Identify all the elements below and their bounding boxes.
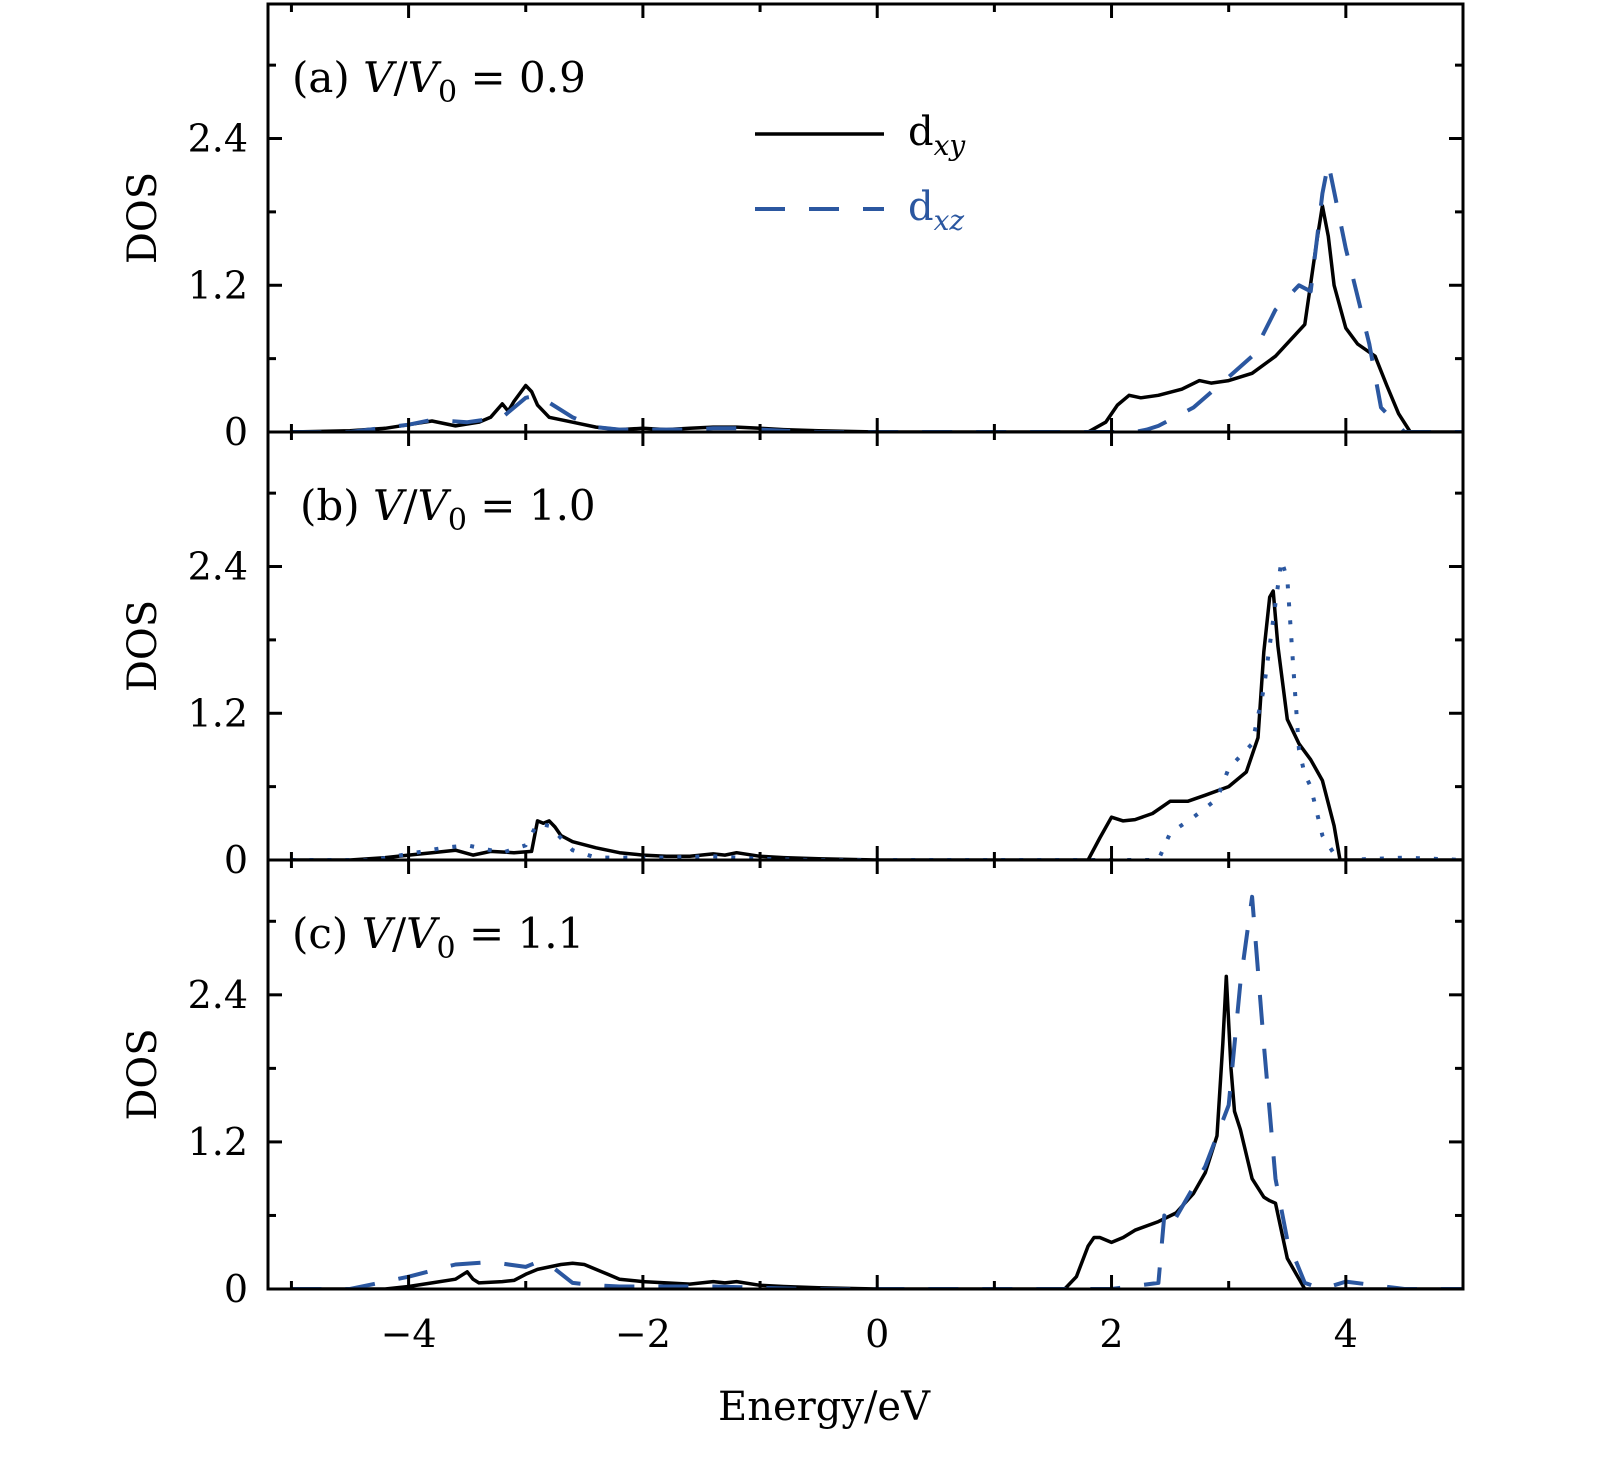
y-axis-title: DOS xyxy=(120,600,166,692)
legend-dxy-label: dxy xyxy=(908,109,966,162)
y-tick-label: 1.2 xyxy=(188,1120,248,1164)
panel-b: 0 1.2 2.4 DOS (b) V/V0 = 1.0 xyxy=(120,430,1465,882)
series-group xyxy=(291,161,1463,432)
panel-frame xyxy=(266,2,1465,434)
y-tick-label: 0 xyxy=(224,1267,248,1311)
series-dxy-line xyxy=(291,589,1463,860)
series-dxy-line xyxy=(291,974,1463,1289)
y-axis-title: DOS xyxy=(120,1028,166,1120)
y-tick-label: 1.2 xyxy=(188,263,248,307)
y-tick-label: 1.2 xyxy=(188,691,248,735)
series-dxy-line xyxy=(291,204,1463,432)
x-tick-label: 0 xyxy=(865,1312,889,1356)
x-axis-title: Energy/eV xyxy=(718,1384,931,1430)
y-tick-label: 0 xyxy=(224,838,248,882)
x-tick-label: 4 xyxy=(1334,1312,1358,1356)
y-tick-label: 0 xyxy=(224,410,248,454)
y-tick-label: 2.4 xyxy=(188,973,248,1017)
panel-label: (c) V/V0 = 1.1 xyxy=(292,909,584,966)
x-tick-label: −4 xyxy=(381,1312,437,1356)
series-dxz-line xyxy=(291,161,1463,432)
y-tick-label: 2.4 xyxy=(188,117,248,161)
panel-label: (a) V/V0 = 0.9 xyxy=(292,53,586,110)
legend: dxy dxz xyxy=(755,109,966,237)
panel-frame xyxy=(266,858,1465,1291)
panel-label: (b) V/V0 = 1.0 xyxy=(300,481,596,538)
x-tick-label: −2 xyxy=(615,1312,671,1356)
x-tick-label: 2 xyxy=(1099,1312,1123,1356)
series-dxz-line xyxy=(291,894,1463,1289)
panel-c: 0 1.2 2.4 DOS (c) V/V0 = 1.1 −4 −2 0 2 4 xyxy=(120,858,1465,1356)
series-group xyxy=(291,558,1463,860)
y-tick-label: 2.4 xyxy=(188,545,248,589)
panel-a: 0 1.2 2.4 DOS (a) V/V0 = 0.9 dxy dxz xyxy=(120,2,1465,454)
panels-group: 0 1.2 2.4 DOS (a) V/V0 = 0.9 dxy dxz 0 1.2 2.4 DOS… xyxy=(120,2,1465,1356)
y-axis-title: DOS xyxy=(120,172,166,264)
legend-dxz-label: dxz xyxy=(908,184,964,237)
